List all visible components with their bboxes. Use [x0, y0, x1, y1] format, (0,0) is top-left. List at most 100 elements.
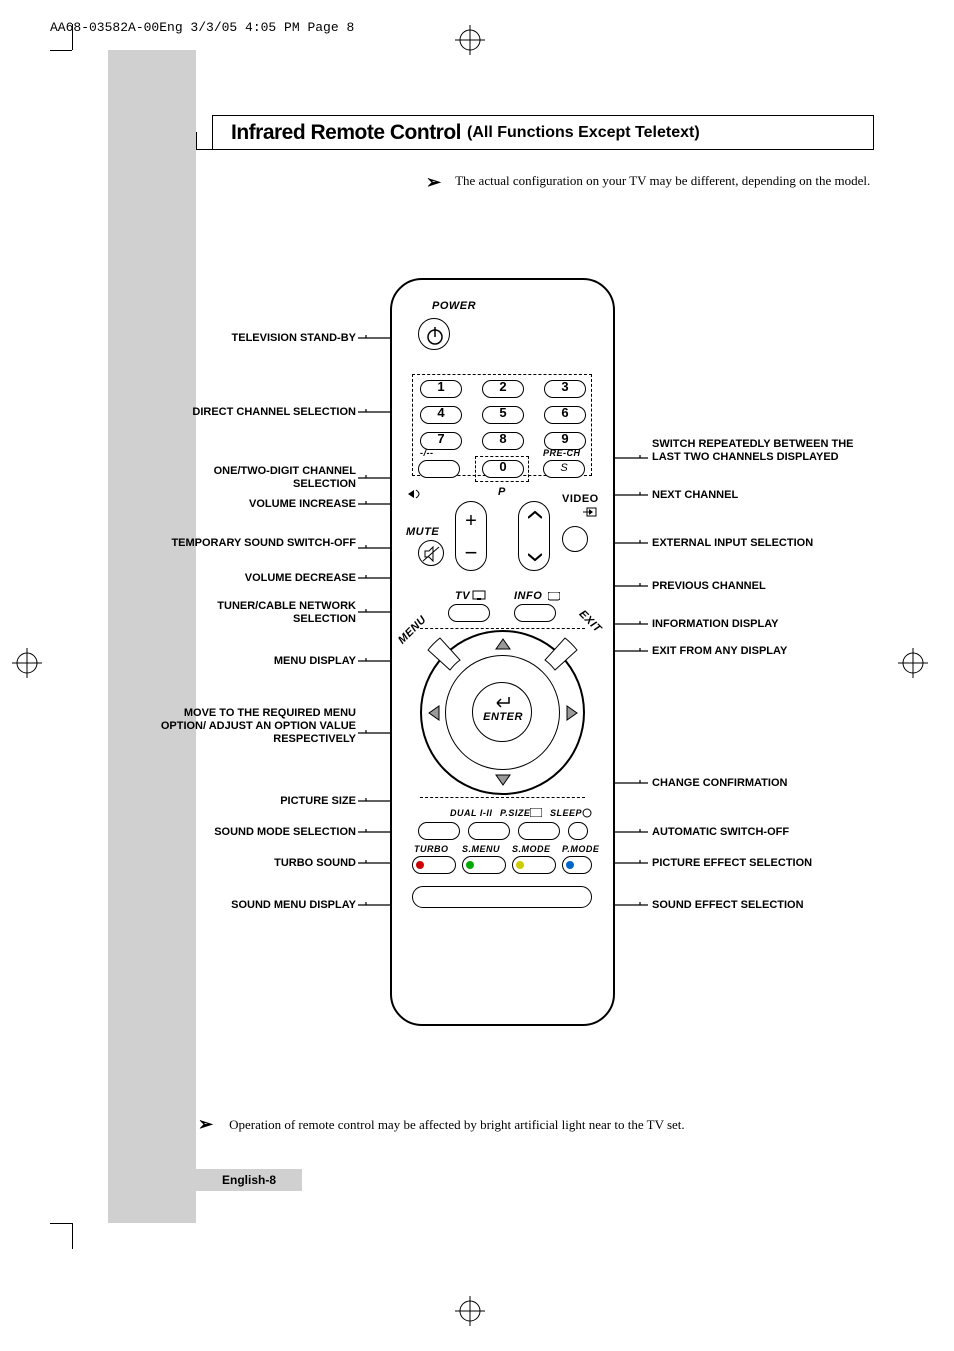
- bottom-note-text: Operation of remote control may be affec…: [229, 1116, 685, 1134]
- crop-mark-left: [12, 648, 42, 678]
- crop-mark-top: [455, 25, 485, 55]
- remote-diagram: POWER -/-- PRE-CH S P VIDEO MUTE + − TV …: [390, 278, 615, 1026]
- numpad-8: 8: [482, 432, 524, 450]
- dual-label: DUAL I-II: [450, 808, 492, 818]
- prech-button: S: [543, 460, 585, 478]
- arrow-icon: ➢: [426, 172, 441, 193]
- info-icon: [548, 592, 560, 602]
- video-label: VIDEO: [562, 493, 599, 505]
- mute-label: MUTE: [406, 526, 439, 538]
- p-label: P: [498, 486, 506, 498]
- callout-left: MENU DISPLAY: [166, 655, 356, 668]
- numpad-1: 1: [420, 380, 462, 398]
- tv-label: TV: [455, 590, 470, 602]
- callout-right: PICTURE EFFECT SELECTION: [652, 857, 882, 870]
- input-icon: [583, 506, 597, 518]
- volume-rocker: + −: [455, 501, 487, 571]
- numpad-label: 2: [483, 379, 523, 394]
- chevron-down-icon: [528, 552, 542, 562]
- bottom-note: ➢ Operation of remote control may be aff…: [198, 1114, 888, 1135]
- nav-dash-bottom: [420, 797, 585, 798]
- title-main: Infrared Remote Control: [231, 121, 461, 145]
- callout-left: TURBO SOUND: [166, 857, 356, 870]
- smode-label: S.MODE: [512, 844, 551, 854]
- mute-button: [418, 540, 444, 566]
- crop-line: [72, 24, 73, 50]
- arrow-left-icon: [427, 704, 441, 722]
- numpad-5: 5: [482, 406, 524, 424]
- psize-button: [518, 822, 560, 840]
- numpad-7: 7: [420, 432, 462, 450]
- arrow-icon: ➢: [198, 1114, 213, 1135]
- callout-left: TELEVISION STAND-BY: [166, 332, 356, 345]
- callout-left: VOLUME INCREASE: [166, 498, 356, 511]
- turbo-button: [412, 856, 456, 874]
- callout-left: VOLUME DECREASE: [166, 572, 356, 585]
- callout-right: SWITCH REPEATEDLY BETWEEN THE LAST TWO C…: [652, 438, 882, 464]
- sidebar-gray: [108, 50, 196, 1223]
- crop-mark-right: [898, 648, 928, 678]
- callout-right: EXIT FROM ANY DISPLAY: [652, 645, 882, 658]
- arrow-right-icon: [565, 704, 579, 722]
- numpad-label: 0: [483, 459, 523, 474]
- arrow-up-icon: [494, 637, 512, 651]
- arrow-down-icon: [494, 773, 512, 787]
- callout-right: CHANGE CONFIRMATION: [652, 777, 882, 790]
- top-note-text: The actual configuration on your TV may …: [455, 172, 870, 193]
- video-button: [562, 526, 588, 552]
- numpad-6: 6: [544, 406, 586, 424]
- chevron-up-icon: [528, 510, 542, 520]
- power-label: POWER: [432, 300, 476, 312]
- info-button: [514, 604, 556, 622]
- power-icon: [419, 319, 451, 351]
- mute-icon: [419, 541, 445, 567]
- title-connector: [196, 132, 212, 150]
- callout-right: NEXT CHANNEL: [652, 489, 882, 502]
- title-bar: Infrared Remote Control (All Functions E…: [212, 115, 874, 150]
- numpad-9: 9: [544, 432, 586, 450]
- psize-label: P.SIZE: [500, 808, 530, 818]
- enter-label: ENTER: [481, 711, 525, 723]
- sleep-label: SLEEP: [550, 808, 582, 818]
- pmode-label: P.MODE: [562, 844, 599, 854]
- callout-left: TUNER/CABLE NETWORK SELECTION: [166, 600, 356, 626]
- psize-icon: [530, 808, 542, 817]
- numpad-label: 7: [421, 431, 461, 446]
- numpad-label: 5: [483, 405, 523, 420]
- sleep-button: [568, 822, 588, 840]
- numpad-2: 2: [482, 380, 524, 398]
- enter-button: ENTER: [472, 682, 532, 742]
- enter-icon: [493, 695, 513, 709]
- info-label: INFO: [514, 590, 542, 602]
- numpad-3: 3: [544, 380, 586, 398]
- callout-right: INFORMATION DISPLAY: [652, 618, 882, 631]
- page-number: English-8: [196, 1169, 302, 1191]
- numpad-label: 6: [545, 405, 585, 420]
- pmode-button: [562, 856, 592, 874]
- numpad-label: 4: [421, 405, 461, 420]
- sleep-icon: [582, 808, 592, 818]
- crop-line: [72, 1223, 73, 1249]
- nav-dash-top: [420, 628, 585, 629]
- callout-left: SOUND MENU DISPLAY: [166, 899, 356, 912]
- dual-button: [418, 822, 460, 840]
- callout-left: TEMPORARY SOUND SWITCH-OFF: [156, 537, 356, 550]
- numpad-4: 4: [420, 406, 462, 424]
- callout-right: EXTERNAL INPUT SELECTION: [652, 537, 882, 550]
- callout-left: ONE/TWO-DIGIT CHANNEL SELECTION: [166, 465, 356, 491]
- smode-button: [512, 856, 556, 874]
- smenu-label: S.MENU: [462, 844, 500, 854]
- callout-right: SOUND EFFECT SELECTION: [652, 899, 882, 912]
- callout-right: PREVIOUS CHANNEL: [652, 580, 882, 593]
- tv-icon: [472, 590, 486, 601]
- numpad-label: 3: [545, 379, 585, 394]
- numpad-label: 9: [545, 431, 585, 446]
- numpad-label: 8: [483, 431, 523, 446]
- callout-left: PICTURE SIZE: [166, 795, 356, 808]
- smenu-button: [462, 856, 506, 874]
- callout-left: SOUND MODE SELECTION: [166, 826, 356, 839]
- brand-plate: [412, 886, 592, 908]
- numpad-label: 1: [421, 379, 461, 394]
- psize-button-row2: [468, 822, 510, 840]
- crop-line: [50, 1223, 72, 1224]
